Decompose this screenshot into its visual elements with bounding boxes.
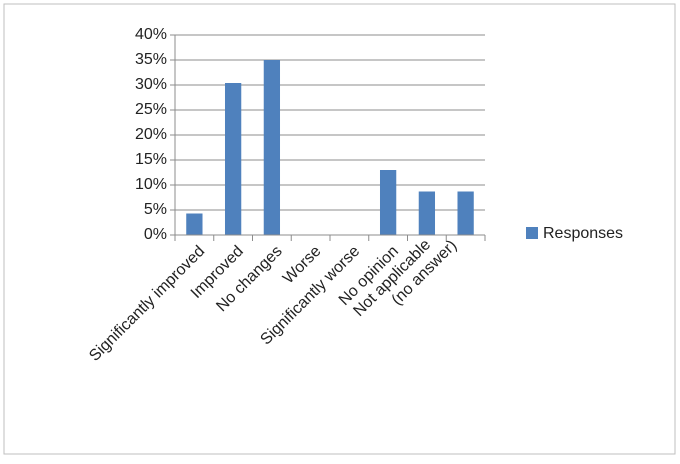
y-tick-label: 35% (135, 51, 167, 68)
bar (379, 170, 397, 235)
y-tick-label: 0% (144, 226, 167, 243)
y-tick-label: 25% (135, 101, 167, 118)
legend-swatch (526, 227, 538, 239)
y-tick-label: 10% (135, 176, 167, 193)
y-tick-label: 30% (135, 76, 167, 93)
bar (457, 191, 474, 235)
y-tick-label: 40% (135, 26, 167, 43)
bar (418, 191, 436, 235)
bar (263, 60, 281, 235)
y-tick-label: 20% (135, 126, 167, 143)
legend-label: Responses (543, 225, 623, 242)
y-tick-label: 5% (144, 201, 167, 218)
bar (224, 83, 242, 235)
chart-border (3, 3, 676, 455)
y-tick-label: 15% (135, 151, 167, 168)
bar (186, 213, 203, 235)
